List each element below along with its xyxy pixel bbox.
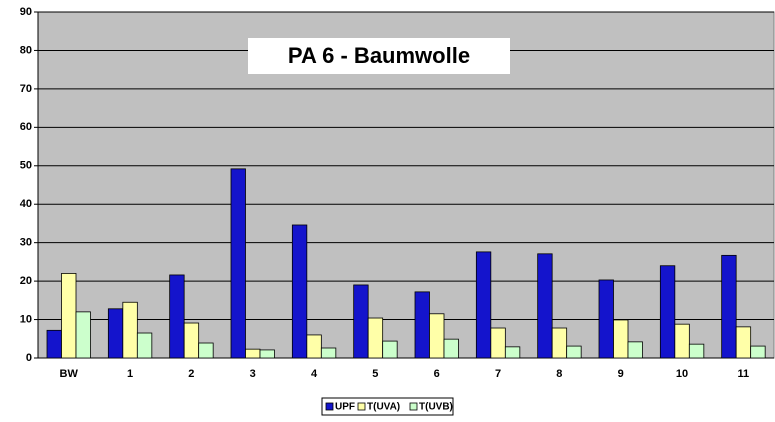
x-tick-label: 11 — [738, 368, 750, 380]
title-box — [248, 38, 510, 74]
bar — [107, 308, 124, 359]
bar — [537, 253, 553, 359]
y-tick-label: 40 — [20, 198, 32, 210]
bar — [136, 332, 153, 359]
bar — [46, 329, 62, 359]
bar — [721, 254, 737, 359]
bar — [367, 317, 384, 359]
bar — [291, 224, 308, 359]
legend-label: T(UVA) — [367, 402, 400, 413]
x-tick-label: BW — [60, 368, 79, 380]
bar — [659, 265, 676, 359]
x-tick-label: 9 — [618, 368, 624, 380]
bar — [490, 327, 506, 359]
y-tick-label: 80 — [20, 44, 32, 56]
y-tick-label: 50 — [20, 160, 32, 172]
legend-swatch — [357, 402, 366, 411]
bar — [183, 322, 200, 359]
legend-swatch — [409, 402, 418, 411]
bar — [429, 313, 445, 359]
bar — [61, 273, 77, 359]
x-tick-label: 3 — [250, 368, 256, 380]
y-tick-label: 10 — [20, 313, 32, 325]
bar — [259, 349, 275, 359]
legend-swatch — [325, 402, 334, 411]
y-tick-label: 20 — [20, 275, 32, 287]
bar — [353, 284, 369, 359]
y-tick-label: 0 — [26, 352, 32, 364]
bar — [414, 291, 430, 359]
bar — [230, 168, 246, 359]
bar — [122, 301, 138, 359]
legend-box — [321, 397, 454, 416]
bar — [475, 251, 492, 359]
bar — [245, 348, 261, 359]
legend-label: T(UVB) — [419, 402, 453, 413]
bar — [613, 319, 629, 359]
bar — [443, 338, 459, 359]
x-tick-label: 10 — [676, 368, 688, 380]
bar — [504, 346, 521, 359]
legend-label: UPF — [335, 402, 355, 413]
bar — [688, 343, 705, 359]
bar — [551, 327, 568, 359]
y-tick-label: 30 — [20, 237, 32, 249]
chart-title: PA 6 - Baumwolle — [288, 43, 470, 68]
bar — [674, 323, 690, 359]
y-tick-label: 60 — [20, 121, 32, 133]
x-tick-label: 6 — [434, 368, 440, 380]
x-tick-label: 2 — [188, 368, 194, 380]
bar — [306, 334, 322, 359]
x-tick-label: 5 — [372, 368, 378, 380]
bar — [735, 326, 752, 359]
bar — [75, 311, 91, 359]
x-tick-label: 8 — [556, 368, 562, 380]
x-tick-label: 4 — [311, 368, 318, 380]
x-tick-label: 7 — [495, 368, 501, 380]
bar — [198, 342, 214, 359]
bar — [598, 279, 614, 359]
bar — [627, 341, 643, 359]
bar — [382, 340, 398, 359]
bar — [169, 274, 185, 359]
y-tick-label: 70 — [20, 83, 32, 95]
bar — [320, 347, 337, 359]
y-tick-label: 90 — [20, 6, 32, 18]
x-tick-label: 1 — [127, 368, 133, 380]
bar — [750, 345, 766, 359]
bar — [566, 345, 582, 359]
